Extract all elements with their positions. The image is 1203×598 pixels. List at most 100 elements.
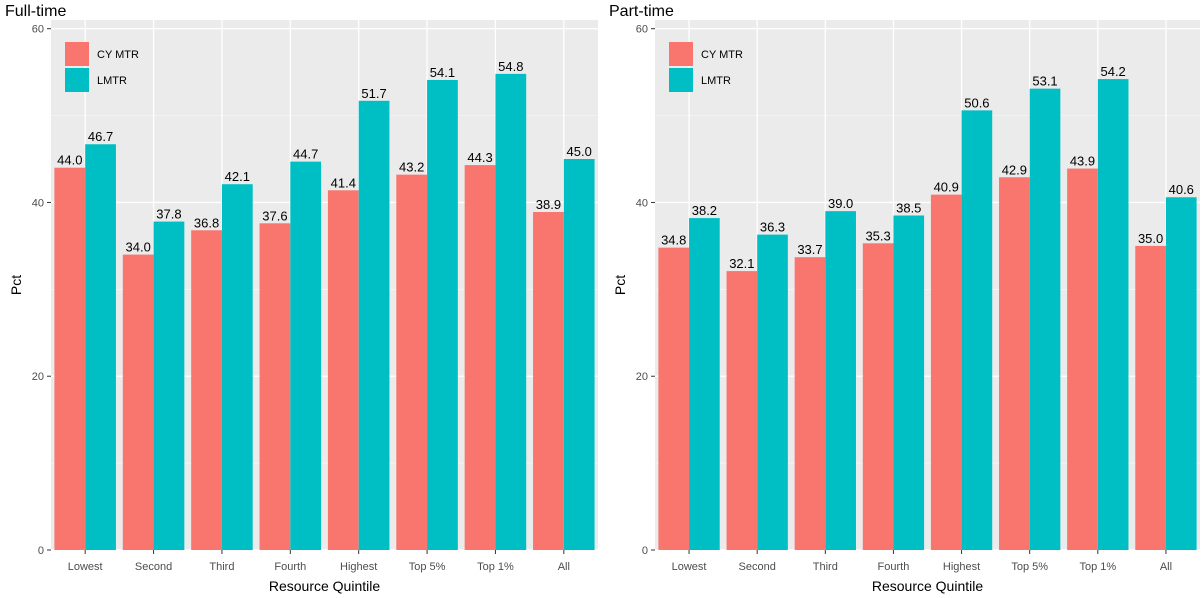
bar-lmtr [893,215,925,550]
legend-label: LMTR [97,75,127,87]
x-tick-label: Highest [943,561,980,573]
data-label: 54.2 [1100,64,1125,79]
x-tick-label: All [1160,561,1172,573]
chart-panel-2: Part-time 0 20 40 60 Lowest Second Third Fourth H… [609,3,1200,594]
data-label: 44.0 [57,153,82,168]
x-axis-title: Resource Quintile [269,578,380,594]
data-label: 54.1 [430,65,455,80]
bar-lmtr [563,159,595,550]
y-tick-label: 40 [32,197,44,209]
data-label: 39.0 [828,196,853,211]
legend-label: CY MTR [701,49,743,61]
bar-cy-mtr [396,174,428,550]
y-tick-label: 20 [32,371,44,383]
bar-cy-mtr [327,190,359,550]
data-label: 33.7 [797,242,822,257]
bar-cy-mtr [1135,245,1166,550]
data-label: 44.3 [467,150,492,165]
bar-cy-mtr [54,167,86,550]
bar-cy-mtr [533,212,564,550]
bar-lmtr [825,211,856,551]
bar-lmtr [1029,88,1061,550]
x-tick-label: Top 1% [1079,561,1116,573]
x-tick-label: Top 5% [1011,561,1048,573]
chart-panel-1: Full-time 0 20 40 60 Lowest Second Third Fourth H… [5,3,598,594]
legend-swatch [65,42,89,66]
data-label: 51.7 [361,86,386,101]
data-label: 34.0 [126,240,151,255]
bar-lmtr [1097,79,1129,550]
x-tick-label: Second [135,561,172,573]
data-label: 44.7 [293,147,318,162]
data-label: 36.8 [194,215,219,230]
chart-title: Part-time [609,3,674,20]
bar-lmtr [221,184,253,550]
bar-cy-mtr [726,271,758,550]
legend-swatch [65,68,89,92]
bar-lmtr [290,161,322,550]
legend-label: LMTR [701,75,731,87]
x-tick-label: Top 5% [409,561,446,573]
legend-swatch [669,42,693,66]
y-tick-label: 20 [636,371,648,383]
bar-lmtr [427,79,458,551]
bar-lmtr [689,218,720,550]
data-label: 42.1 [225,169,250,184]
x-tick-label: Highest [340,561,377,573]
x-axis-title: Resource Quintile [872,578,983,594]
x-tick-label: Third [813,561,838,573]
bar-cy-mtr [464,165,496,550]
y-tick-label: 0 [642,545,648,557]
data-label: 53.1 [1032,74,1057,89]
legend-swatch [669,68,693,92]
y-axis-title: Pct [612,275,628,295]
x-tick-label: Top 1% [477,561,514,573]
data-label: 40.6 [1169,182,1194,197]
data-label: 41.4 [331,175,356,190]
data-label: 38.2 [692,203,717,218]
y-tick-label: 0 [38,545,44,557]
legend-label: CY MTR [97,49,139,61]
x-tick-label: Third [209,561,234,573]
data-label: 35.0 [1138,231,1163,246]
y-tick-label: 60 [636,24,648,36]
data-label: 37.6 [262,208,287,223]
x-tick-label: Second [739,561,776,573]
data-label: 35.3 [865,228,890,243]
bar-lmtr [153,221,185,550]
bar-cy-mtr [658,247,690,550]
bar-cy-mtr [930,194,962,550]
y-axis-title: Pct [8,275,24,295]
x-tick-label: Lowest [672,561,707,573]
data-label: 32.1 [729,256,754,271]
data-label: 45.0 [567,144,592,159]
data-label: 40.9 [934,180,959,195]
bar-cy-mtr [862,243,894,550]
data-label: 42.9 [1002,162,1027,177]
y-tick-label: 40 [636,197,648,209]
x-tick-label: Fourth [878,561,910,573]
bar-lmtr [961,110,993,550]
x-tick-label: All [558,561,570,573]
data-label: 38.5 [896,200,921,215]
bar-cy-mtr [259,223,291,551]
chart-title: Full-time [5,3,66,20]
bar-lmtr [85,144,116,550]
x-tick-label: Fourth [274,561,306,573]
bar-cy-mtr [122,254,154,551]
data-label: 43.9 [1070,154,1095,169]
bar-cy-mtr [794,257,826,550]
data-label: 37.8 [156,207,181,222]
data-label: 34.8 [661,233,686,248]
bar-lmtr [495,73,527,551]
x-tick-label: Lowest [68,561,103,573]
data-label: 50.6 [964,95,989,110]
data-label: 38.9 [536,197,561,212]
y-tick-label: 60 [32,24,44,36]
bar-cy-mtr [191,230,222,550]
bar-cy-mtr [1067,168,1098,550]
bar-cy-mtr [999,177,1030,550]
data-label: 36.3 [760,220,785,235]
